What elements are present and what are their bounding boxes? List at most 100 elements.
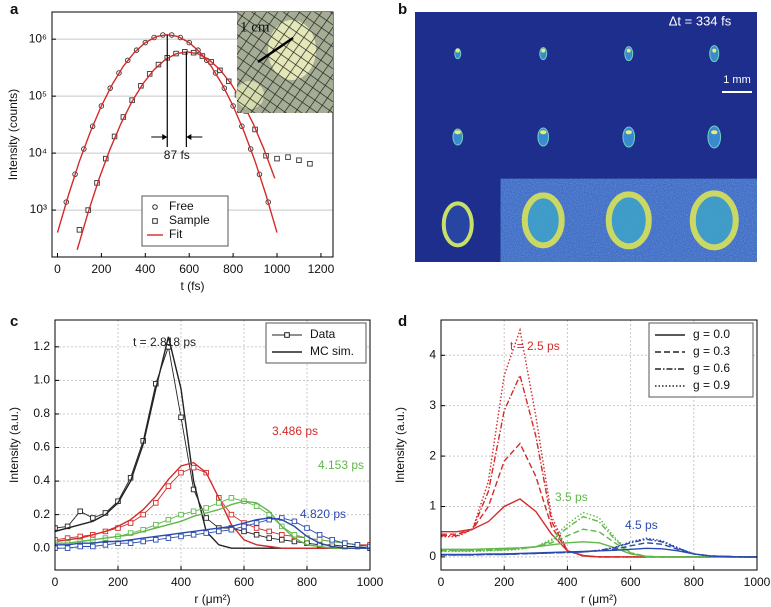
data-point [216, 500, 222, 506]
y-tick-label: 1.0 [33, 373, 50, 387]
data-point [316, 532, 323, 538]
data-point [367, 543, 370, 550]
legend-label: g = 0.9 [693, 378, 730, 392]
image-spot [622, 126, 636, 148]
data-point [190, 464, 197, 471]
x-tick-label: 600 [179, 262, 199, 276]
annotation: t = 2.818 ps [133, 335, 196, 349]
data-point [153, 500, 159, 506]
legend-swatch [152, 218, 158, 224]
legend-label: Free [169, 199, 194, 213]
data-point [140, 538, 146, 545]
data-point [76, 227, 83, 233]
data-point [241, 528, 247, 535]
data-point [253, 525, 260, 531]
annotation: 3.5 ps [555, 490, 588, 504]
y-tick-label: 0.2 [33, 507, 50, 521]
x-tick-label: 600 [621, 575, 641, 589]
data-point [178, 469, 184, 476]
data-point [90, 543, 96, 550]
data-point [140, 511, 146, 518]
series-line [55, 517, 370, 549]
data-point [266, 535, 272, 541]
series-line [55, 500, 370, 549]
data-point [203, 515, 209, 521]
x-axis-label: t (fs) [181, 279, 205, 293]
image-annotation: Δt = 334 fs [669, 13, 732, 28]
data-point [216, 528, 222, 535]
data-point [279, 532, 285, 538]
inset-scale [257, 36, 294, 64]
plot-area [55, 336, 370, 551]
legend-label: g = 0.0 [693, 327, 730, 341]
y-tick-label: 2 [429, 448, 436, 462]
data-point [165, 483, 172, 489]
legend-label: g = 0.3 [693, 344, 730, 358]
data-point [253, 532, 260, 538]
data-point [316, 537, 323, 543]
image-spot-core [455, 48, 460, 53]
image-ring [689, 190, 739, 251]
plot-frame [51, 11, 334, 258]
plot-area [441, 327, 757, 558]
arrow-head [186, 134, 192, 140]
data-point [155, 61, 162, 68]
series-line [55, 461, 370, 549]
y-tick-label: 0.8 [33, 406, 50, 420]
data-point [165, 516, 172, 523]
x-tick-label: 800 [223, 262, 243, 276]
y-tick-label: 1 [429, 499, 436, 513]
image-spot-core [541, 48, 546, 53]
panel-letter: c [10, 313, 18, 330]
x-tick-label: 200 [91, 262, 111, 276]
data-point [190, 532, 197, 538]
annotation: 4.153 ps [318, 458, 364, 472]
image-spot-core [454, 130, 461, 135]
image-spot-core [711, 130, 718, 135]
y-tick-label: 10³ [30, 202, 47, 216]
legend-label: MC sim. [310, 344, 354, 358]
data-point [253, 520, 260, 526]
data-point [342, 540, 348, 546]
legend-label: Data [310, 327, 336, 341]
y-tick-label: 10⁵ [29, 88, 47, 102]
image-spot-core [625, 130, 632, 135]
legend-swatch [152, 204, 158, 210]
x-tick-label: 800 [684, 575, 704, 589]
arrow-head [162, 134, 168, 140]
series-line [441, 511, 757, 558]
x-tick-label: 0 [54, 262, 61, 276]
x-axis-label: r (μm²) [194, 592, 230, 606]
data-point [153, 521, 159, 528]
y-axis-label: Intensity (a.u.) [393, 407, 407, 483]
image-spot [707, 125, 722, 149]
data-point [241, 523, 247, 530]
x-tick-label: 1000 [264, 262, 291, 276]
data-point [304, 525, 310, 531]
y-tick-label: 1.2 [33, 339, 50, 353]
plot-frame [54, 319, 371, 571]
plot-frame [440, 319, 758, 571]
data-point [203, 530, 209, 536]
y-tick-label: 4 [429, 347, 436, 361]
data-point [291, 518, 298, 525]
y-tick-label: 3 [429, 398, 436, 412]
data-point [77, 508, 83, 515]
image-spot [709, 45, 720, 63]
data-point [253, 503, 260, 509]
series-line [441, 537, 757, 558]
data-point [296, 157, 302, 163]
x-tick-label: 0 [438, 575, 445, 589]
x-tick-label: 200 [494, 575, 514, 589]
data-point [178, 414, 184, 421]
annotation: 87 fs [164, 148, 190, 162]
legend-swatch [284, 332, 290, 338]
data-point [77, 543, 83, 550]
panel-letter: a [10, 1, 19, 18]
inset-label: 1 cm [240, 19, 270, 35]
x-tick-label: 400 [557, 575, 577, 589]
x-tick-label: 1000 [357, 575, 384, 589]
x-tick-label: 400 [171, 575, 191, 589]
panel-letter: d [398, 313, 407, 330]
y-axis-label: Intensity (counts) [6, 89, 20, 180]
